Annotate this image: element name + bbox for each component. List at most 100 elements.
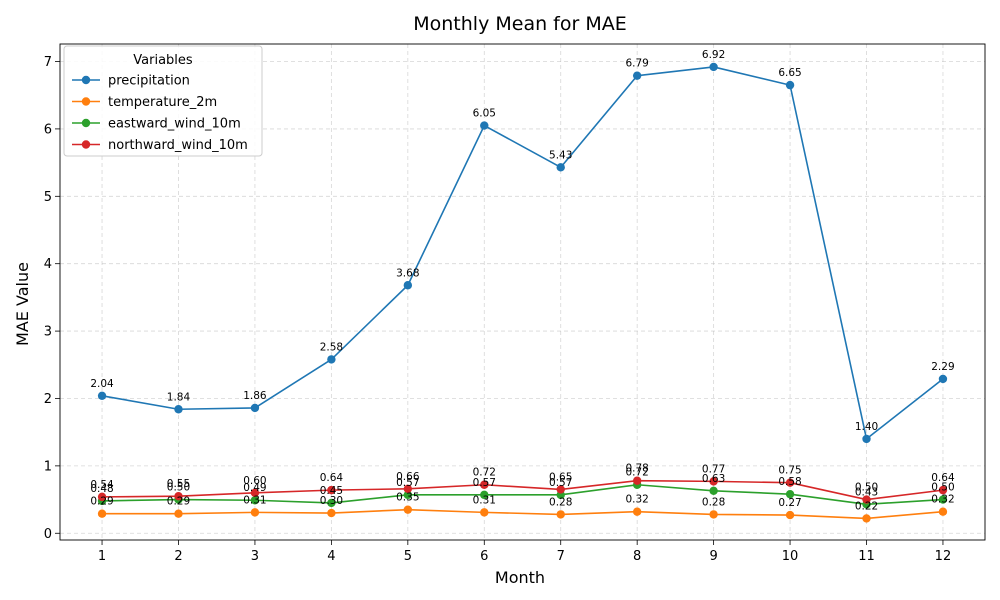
data-point-precipitation bbox=[97, 391, 107, 400]
y-tick-label: 6 bbox=[44, 122, 52, 137]
data-point-northward-wind-10m bbox=[556, 485, 565, 494]
data-label-eastward-wind-10m: 0.63 bbox=[702, 473, 725, 485]
legend-swatch-marker-eastward-wind-10m bbox=[81, 118, 91, 128]
legend-swatch-marker-northward-wind-10m bbox=[81, 140, 91, 149]
data-point-northward-wind-10m bbox=[709, 477, 718, 486]
x-tick-label: 7 bbox=[557, 549, 565, 564]
x-tick-label: 10 bbox=[782, 549, 799, 564]
data-label-temperature-2m: 0.28 bbox=[702, 496, 725, 508]
data-label-temperature-2m: 0.28 bbox=[549, 496, 572, 508]
data-label-eastward-wind-10m: 0.57 bbox=[473, 477, 496, 489]
data-label-temperature-2m: 0.30 bbox=[320, 495, 343, 507]
series-line-precipitation bbox=[101, 66, 944, 440]
grid-layer bbox=[60, 44, 985, 540]
x-tick-label: 6 bbox=[480, 549, 488, 564]
y-tick-label: 4 bbox=[44, 257, 52, 272]
data-label-temperature-2m: 0.22 bbox=[855, 500, 878, 512]
y-tick-label: 0 bbox=[44, 527, 52, 542]
data-point-northward-wind-10m bbox=[327, 485, 336, 495]
series-line-northward-wind-10m bbox=[102, 479, 944, 501]
data-point-eastward-wind-10m bbox=[327, 498, 336, 508]
data-point-eastward-wind-10m bbox=[709, 486, 718, 496]
data-point-northward-wind-10m bbox=[632, 476, 642, 485]
x-tick-label: 3 bbox=[251, 549, 259, 564]
data-label-eastward-wind-10m: 0.49 bbox=[243, 482, 266, 494]
data-point-northward-wind-10m bbox=[250, 488, 260, 498]
data-point-northward-wind-10m bbox=[97, 492, 107, 502]
series-line-eastward-wind-10m bbox=[102, 483, 944, 506]
legend-label-temperature-2m: temperature_2m bbox=[108, 95, 217, 110]
data-label-precipitation: 6.65 bbox=[778, 67, 801, 79]
data-label-temperature-2m: 0.32 bbox=[625, 494, 648, 506]
data-label-temperature-2m: 0.29 bbox=[167, 496, 190, 508]
data-point-eastward-wind-10m bbox=[403, 490, 413, 500]
series-line-temperature-2m bbox=[102, 508, 944, 520]
data-label-precipitation: 2.29 bbox=[931, 361, 954, 373]
chart-title: Monthly Mean for MAE bbox=[413, 13, 626, 35]
data-point-northward-wind-10m bbox=[403, 484, 413, 493]
y-axis-label: MAE Value bbox=[13, 262, 32, 346]
legend-swatch-marker-temperature-2m bbox=[81, 97, 91, 106]
data-point-precipitation bbox=[785, 80, 795, 90]
data-label-precipitation: 6.92 bbox=[702, 49, 725, 61]
data-point-precipitation bbox=[632, 71, 642, 80]
data-point-precipitation bbox=[556, 163, 565, 172]
data-label-northward-wind-10m: 0.64 bbox=[320, 472, 344, 484]
x-tick-label: 4 bbox=[327, 549, 335, 564]
data-label-northward-wind-10m: 0.55 bbox=[167, 478, 190, 490]
data-label-precipitation: 2.04 bbox=[90, 378, 114, 390]
legend-swatch-marker-precipitation bbox=[81, 75, 91, 85]
data-point-temperature-2m bbox=[709, 510, 718, 519]
data-label-eastward-wind-10m: 0.57 bbox=[549, 477, 572, 489]
series-layer bbox=[97, 62, 948, 523]
data-label-temperature-2m: 0.31 bbox=[473, 494, 496, 506]
data-point-eastward-wind-10m bbox=[250, 496, 260, 505]
y-tick-label: 3 bbox=[44, 325, 52, 340]
data-label-northward-wind-10m: 0.64 bbox=[931, 472, 955, 484]
legend-label-northward-wind-10m: northward_wind_10m bbox=[108, 138, 248, 153]
data-point-temperature-2m bbox=[632, 507, 642, 516]
data-point-temperature-2m bbox=[97, 509, 107, 518]
data-label-precipitation: 6.05 bbox=[473, 108, 496, 120]
data-label-northward-wind-10m: 0.77 bbox=[702, 463, 725, 475]
data-point-northward-wind-10m bbox=[938, 485, 948, 495]
data-point-temperature-2m bbox=[174, 509, 183, 518]
y-tick-label: 2 bbox=[44, 392, 52, 407]
x-tick-label: 8 bbox=[633, 549, 641, 564]
legend-box bbox=[63, 45, 263, 157]
data-label-northward-wind-10m: 0.65 bbox=[549, 471, 572, 483]
data-label-precipitation: 3.68 bbox=[396, 267, 419, 279]
data-point-precipitation bbox=[862, 434, 871, 444]
data-label-eastward-wind-10m: 0.43 bbox=[855, 486, 878, 498]
data-label-northward-wind-10m: 0.50 bbox=[855, 482, 878, 494]
data-point-northward-wind-10m bbox=[862, 495, 871, 504]
data-point-temperature-2m bbox=[403, 505, 413, 514]
data-label-precipitation: 1.86 bbox=[243, 390, 267, 402]
y-tick-label: 1 bbox=[44, 459, 52, 474]
data-point-temperature-2m bbox=[327, 508, 336, 518]
data-point-precipitation bbox=[709, 62, 718, 72]
data-label-northward-wind-10m: 0.60 bbox=[243, 475, 266, 487]
x-axis-label: Month bbox=[495, 568, 545, 587]
data-label-eastward-wind-10m: 0.50 bbox=[931, 482, 954, 494]
data-point-eastward-wind-10m bbox=[480, 490, 489, 500]
data-label-precipitation: 1.84 bbox=[167, 391, 191, 403]
y-tick-label: 5 bbox=[44, 190, 52, 205]
legend-title: Variables bbox=[133, 53, 193, 68]
x-tick-label: 2 bbox=[174, 549, 182, 564]
data-point-temperature-2m bbox=[480, 508, 489, 517]
data-label-temperature-2m: 0.27 bbox=[778, 497, 801, 509]
data-point-precipitation bbox=[327, 355, 336, 364]
data-point-temperature-2m bbox=[785, 510, 795, 520]
data-point-northward-wind-10m bbox=[480, 480, 489, 489]
data-point-precipitation bbox=[250, 403, 260, 413]
data-point-temperature-2m bbox=[250, 508, 260, 517]
data-point-northward-wind-10m bbox=[174, 491, 183, 501]
data-label-precipitation: 2.58 bbox=[320, 341, 343, 353]
x-tick-label: 11 bbox=[858, 549, 875, 564]
legend: Variables precipitation temperature_2meast… bbox=[63, 45, 263, 157]
legend-label-eastward-wind-10m: eastward_wind_10m bbox=[108, 117, 241, 132]
data-label-northward-wind-10m: 0.66 bbox=[396, 471, 420, 483]
data-label-eastward-wind-10m: 0.45 bbox=[320, 485, 343, 497]
